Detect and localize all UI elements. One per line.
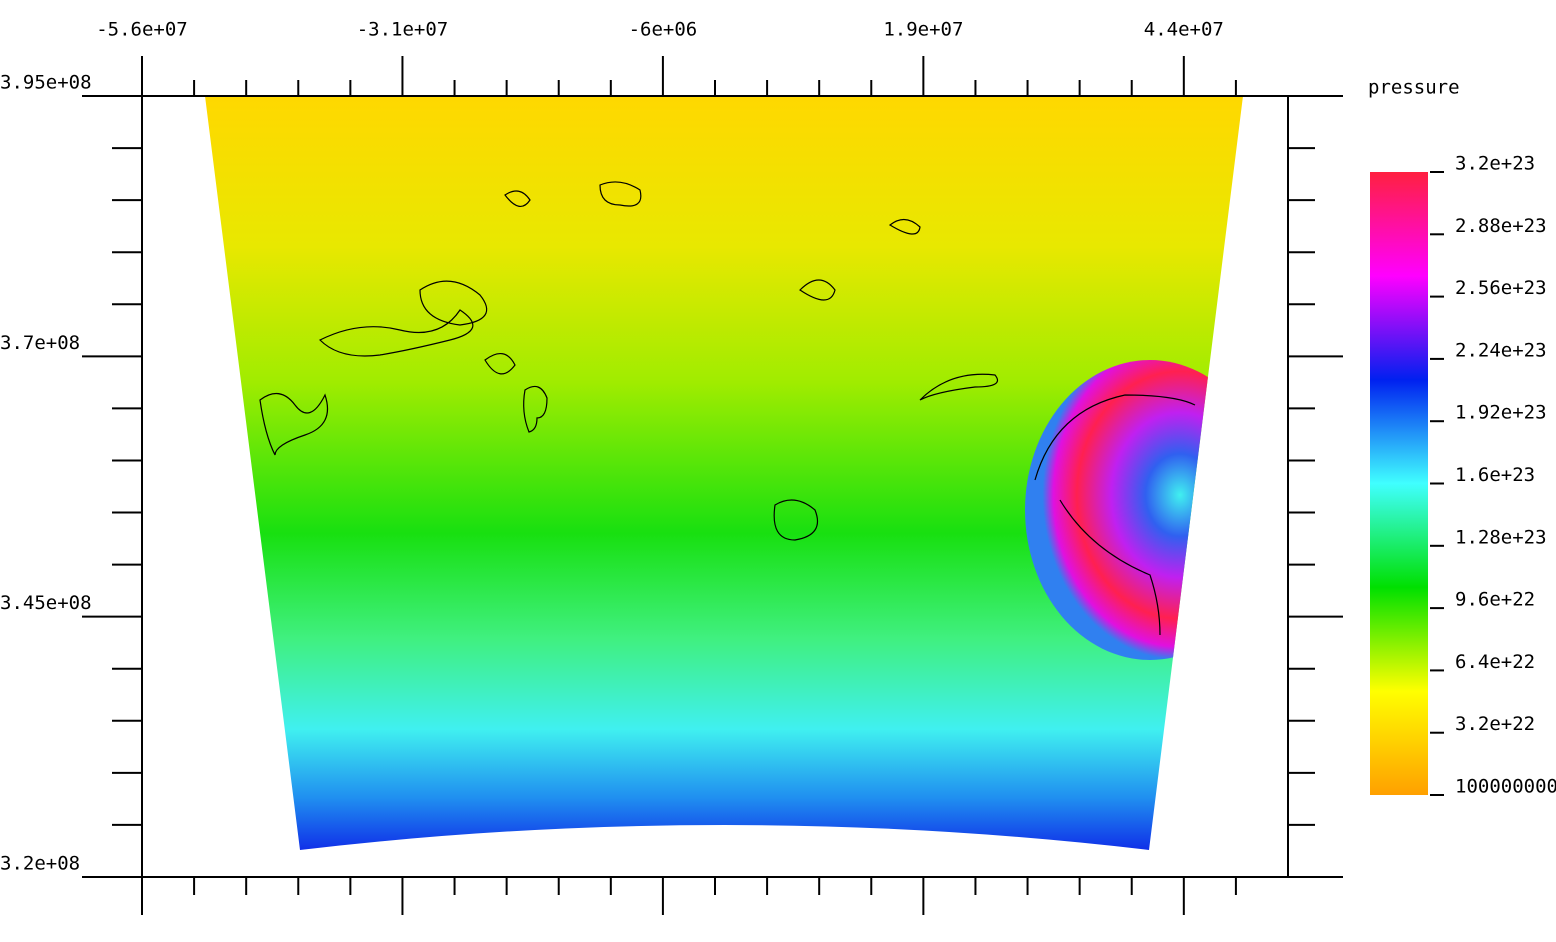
contours xyxy=(259,181,1196,636)
colorbar-title: pressure xyxy=(1368,77,1460,99)
colorbar-tick-label: 2.88e+23 xyxy=(1455,215,1547,237)
x-tick-label: 4.4e+07 xyxy=(1144,19,1224,41)
x-tick-label: 1.9e+07 xyxy=(883,19,963,41)
colorbar xyxy=(1370,172,1428,795)
colorbar-tick-label: 3.2e+22 xyxy=(1455,713,1535,735)
field xyxy=(205,96,1243,850)
y-tick-label: 3.45e+08 xyxy=(0,592,92,614)
y-tick-label: 3.2e+08 xyxy=(0,853,80,875)
colorbar-tick-label: 2.24e+23 xyxy=(1455,339,1547,361)
colorbar-tick-label: 1.28e+23 xyxy=(1455,526,1547,548)
colorbar-tick-label: 1.6e+23 xyxy=(1455,464,1535,486)
colorbar-tick-label: 9.6e+22 xyxy=(1455,589,1535,611)
colorbar-tick-label: 10000000000000000000 xyxy=(1455,776,1556,798)
y-tick-label: 3.7e+08 xyxy=(0,332,80,354)
colorbar-tick-label: 3.2e+23 xyxy=(1455,153,1535,175)
x-tick-label: -5.6e+07 xyxy=(96,19,188,41)
colorbar-tick-label: 2.56e+23 xyxy=(1455,277,1547,299)
colorbar-tick-label: 6.4e+22 xyxy=(1455,651,1535,673)
x-tick-label: -6e+06 xyxy=(629,19,698,41)
colorbar-tick-label: 1.92e+23 xyxy=(1455,402,1547,424)
pressure-blob xyxy=(1025,360,1243,660)
x-tick-label: -3.1e+07 xyxy=(357,19,449,41)
y-tick-label: 3.95e+08 xyxy=(0,72,92,94)
